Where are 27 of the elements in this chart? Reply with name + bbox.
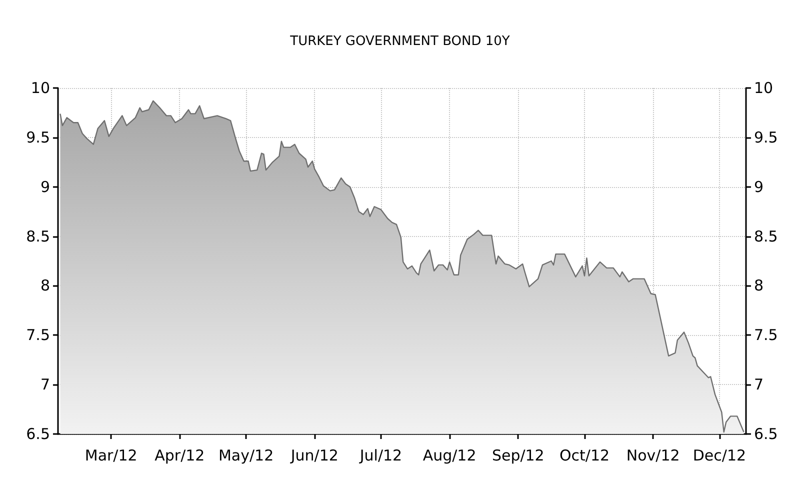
x-tick-label: Nov/12	[626, 446, 680, 464]
x-tick-label: Aug/12	[422, 446, 476, 464]
y2-tick-label: 10	[754, 79, 774, 97]
x-tick-label: Mar/12	[84, 446, 138, 464]
y2-tick-label: 8.5	[754, 227, 778, 246]
y-tick-label: 7.5	[26, 326, 50, 344]
x-tick-label: May/12	[218, 446, 274, 464]
y-tick-label: 9	[40, 178, 50, 196]
y-tick-label: 10	[30, 79, 50, 97]
y2-tick-label: 7	[754, 376, 764, 394]
y-tick-label: 8.5	[26, 227, 50, 246]
y-tick-label: 7	[40, 376, 50, 394]
x-tick-label: Oct/12	[559, 446, 610, 464]
chart-title: TURKEY GOVERNMENT BOND 10Y	[289, 34, 510, 49]
y2-tick-label: 9	[754, 178, 764, 196]
x-tick-label: Jun/12	[290, 446, 338, 464]
x-tick-label: Apr/12	[154, 446, 205, 464]
x-tick-label: Dec/12	[692, 446, 746, 464]
y-tick-label: 9.5	[26, 128, 50, 146]
x-tick-label: Sep/12	[492, 446, 544, 464]
y2-tick-label: 6.5	[754, 425, 778, 443]
y-tick-label: 6.5	[26, 425, 50, 443]
x-tick-label: Jul/12	[358, 446, 402, 464]
y2-tick-label: 7.5	[754, 326, 778, 344]
y-tick-label: 8	[40, 276, 50, 295]
y2-tick-label: 9.5	[754, 128, 778, 146]
y2-tick-label: 8	[754, 276, 764, 295]
